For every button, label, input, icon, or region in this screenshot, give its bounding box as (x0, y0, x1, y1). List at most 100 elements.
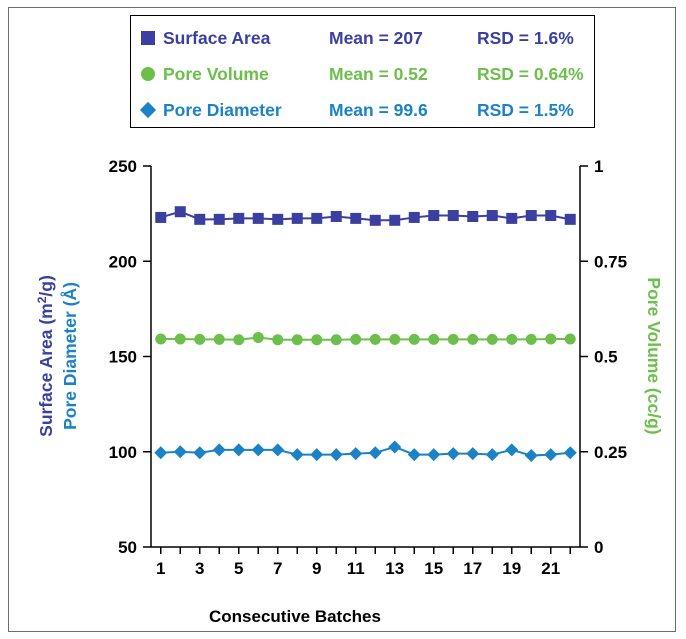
legend-rsd: RSD = 1.5% (477, 100, 574, 120)
data-point (155, 333, 167, 345)
x-tick-label: 1 (156, 559, 165, 578)
x-tick-label: 7 (273, 559, 282, 578)
data-point (408, 333, 420, 345)
legend-series-name: Surface Area (163, 28, 271, 48)
x-tick-label: 21 (541, 559, 560, 578)
data-point (524, 449, 538, 463)
legend-row-surface-area: Surface Area Mean = 207 RSD = 1.6% (131, 24, 594, 54)
x-tick-label: 19 (502, 559, 521, 578)
data-point (290, 448, 304, 462)
legend-mean: Mean = 0.52 (329, 64, 428, 84)
data-point (350, 333, 362, 345)
data-point (330, 210, 342, 222)
data-point (155, 211, 167, 223)
legend-mean: Mean = 99.6 (329, 100, 428, 120)
data-point (350, 212, 362, 224)
data-point (545, 210, 557, 222)
series-surface-area (155, 206, 576, 226)
data-point (310, 448, 324, 462)
circle-marker-icon (141, 67, 155, 81)
data-point (252, 331, 264, 343)
data-point (232, 443, 246, 457)
data-point (467, 210, 479, 222)
series-line (160, 336, 571, 341)
data-point (506, 212, 518, 224)
data-point (446, 447, 460, 461)
data-point (447, 333, 459, 345)
right-tick-label: 0.75 (594, 252, 627, 271)
x-tick-label: 17 (463, 559, 482, 578)
data-point (291, 212, 303, 224)
data-point (428, 210, 440, 222)
data-point (427, 448, 441, 462)
series-pore-volume (155, 331, 576, 346)
y-label-part: Surface Area (m (36, 303, 56, 437)
legend-rsd: RSD = 0.64% (477, 64, 584, 84)
data-point (194, 333, 206, 345)
data-point (388, 440, 402, 454)
data-point (311, 334, 323, 346)
x-axis-label: Consecutive Batches (209, 607, 381, 626)
data-point (407, 448, 421, 462)
x-tick-label: 11 (347, 559, 365, 578)
left-tick-label: 150 (109, 348, 137, 367)
y-axis-label-pore-diameter: Pore Diameter (Å) (60, 282, 80, 430)
right-tick-label: 0.5 (594, 348, 618, 367)
data-point (311, 212, 323, 224)
x-tick-label: 9 (312, 559, 321, 578)
data-point (545, 333, 557, 345)
data-point (233, 334, 245, 346)
data-point (272, 334, 284, 346)
data-point (252, 212, 264, 224)
data-point (408, 211, 420, 223)
x-tick-label: 3 (195, 559, 204, 578)
x-tick-label: 5 (234, 559, 243, 578)
y-axis-label-pore-volume: Pore Volume (cc/g) (644, 277, 664, 434)
data-point (154, 446, 168, 460)
right-tick-label: 0.25 (594, 443, 627, 462)
data-point (563, 446, 577, 460)
data-point (466, 447, 480, 461)
data-point (271, 443, 285, 457)
left-tick-label: 50 (118, 538, 137, 557)
series-layer (154, 206, 577, 463)
data-point (544, 448, 558, 462)
data-point (447, 210, 459, 222)
data-point (368, 446, 382, 460)
legend-row-pore-volume: Pore Volume Mean = 0.52 RSD = 0.64% (131, 60, 594, 90)
legend-series-name: Pore Volume (163, 64, 269, 84)
data-point (329, 448, 343, 462)
left-tick-label: 250 (109, 157, 137, 176)
data-point (194, 213, 206, 225)
legend-box: Surface Area Mean = 207 RSD = 1.6% Pore … (130, 15, 595, 128)
data-point (173, 445, 187, 459)
data-point (525, 333, 537, 345)
legend-row-pore-diameter: Pore Diameter Mean = 99.6 RSD = 1.5% (131, 96, 594, 126)
y-label-superscript: 2 (35, 296, 49, 303)
data-point (369, 333, 381, 345)
left-tick-label: 200 (109, 252, 137, 271)
data-point (486, 333, 498, 345)
data-point (486, 210, 498, 222)
x-tick-label: 13 (385, 559, 404, 578)
y-label-part-end: /g) (36, 275, 56, 296)
y-axis-label-surface-area: Surface Area (m2/g) (35, 275, 56, 437)
data-point (212, 443, 226, 457)
data-point (272, 213, 284, 225)
data-point (213, 333, 225, 345)
left-tick-label: 100 (109, 443, 137, 462)
data-point (525, 210, 537, 222)
data-point (428, 333, 440, 345)
right-tick-label: 0 (594, 538, 603, 557)
data-point (389, 214, 401, 226)
legend-rsd: RSD = 1.6% (477, 28, 574, 48)
data-point (505, 443, 519, 457)
data-point (174, 333, 186, 345)
data-point (349, 447, 363, 461)
data-point (485, 448, 499, 462)
data-point (467, 333, 479, 345)
series-line (160, 210, 571, 222)
series-pore-diameter (154, 440, 577, 463)
